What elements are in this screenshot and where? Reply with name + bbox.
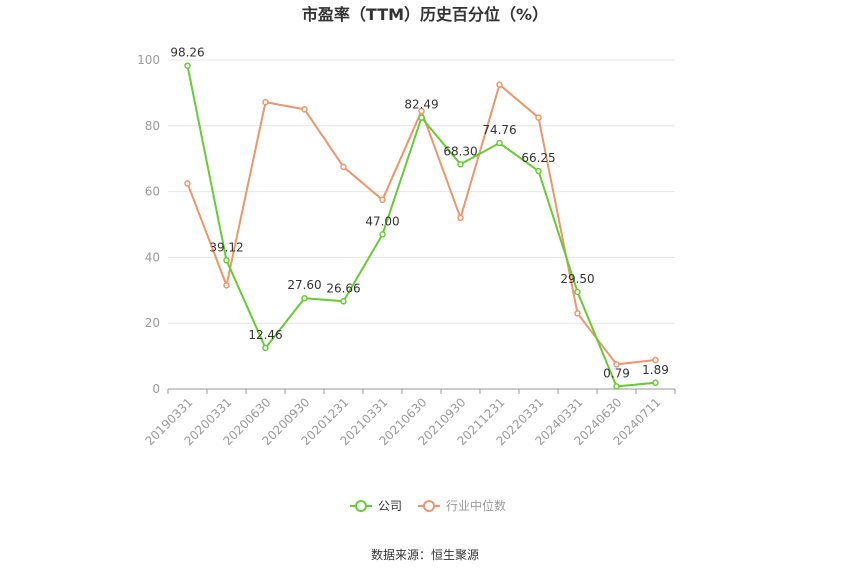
data-point bbox=[535, 167, 542, 175]
y-tick-label: 80 bbox=[145, 119, 160, 133]
data-label: 1.89 bbox=[642, 363, 669, 377]
legend-marker bbox=[355, 500, 367, 512]
source-note: 数据来源：恒生聚源 bbox=[371, 547, 479, 562]
data-point bbox=[340, 163, 347, 171]
data-label: 0.79 bbox=[603, 366, 630, 380]
y-tick-label: 60 bbox=[145, 185, 160, 199]
data-label: 68.30 bbox=[443, 144, 477, 158]
legend: 公司 行业中位数 bbox=[350, 498, 506, 513]
data-point bbox=[652, 379, 659, 387]
data-point bbox=[262, 344, 269, 352]
chart-title: 市盈率（TTM）历史百分位（%） bbox=[302, 5, 548, 24]
data-point bbox=[262, 98, 269, 106]
data-label: 29.50 bbox=[560, 272, 594, 286]
data-point bbox=[418, 114, 425, 121]
data-label: 39.12 bbox=[209, 240, 243, 254]
y-tick-label: 40 bbox=[145, 250, 160, 264]
data-point bbox=[223, 282, 230, 289]
data-point bbox=[301, 294, 308, 302]
data-point bbox=[496, 81, 503, 88]
data-point bbox=[184, 62, 191, 69]
data-point bbox=[496, 139, 503, 147]
legend-marker bbox=[423, 500, 435, 512]
data-point bbox=[613, 383, 620, 390]
y-axis: 0 20 40 60 80 100 bbox=[137, 53, 160, 396]
data-point bbox=[457, 161, 464, 168]
data-label: 27.60 bbox=[287, 278, 321, 292]
data-point bbox=[535, 114, 542, 121]
y-tick-label: 100 bbox=[137, 53, 160, 67]
y-tick-label: 0 bbox=[152, 382, 160, 396]
legend-item-industry-median: 行业中位数 bbox=[418, 498, 506, 513]
data-point bbox=[340, 298, 347, 305]
data-point bbox=[418, 107, 425, 115]
series-line-industry-median bbox=[186, 83, 656, 366]
x-axis: 2019033120200331202006302020093020201231… bbox=[142, 388, 676, 448]
legend-label: 行业中位数 bbox=[446, 498, 506, 513]
data-label: 12.46 bbox=[248, 328, 282, 342]
data-point bbox=[223, 257, 230, 264]
data-point bbox=[184, 180, 191, 187]
y-tick-label: 20 bbox=[145, 316, 160, 330]
data-point bbox=[652, 356, 659, 364]
data-point bbox=[574, 288, 581, 296]
data-point bbox=[613, 361, 620, 368]
data-label: 98.26 bbox=[170, 46, 204, 60]
data-point bbox=[301, 106, 308, 113]
legend-label: 公司 bbox=[378, 499, 402, 513]
data-label: 26.66 bbox=[326, 281, 360, 295]
data-point bbox=[379, 196, 386, 204]
data-label: 74.76 bbox=[482, 123, 516, 137]
legend-item-company: 公司 bbox=[350, 499, 402, 513]
series-layer bbox=[184, 62, 659, 390]
data-point bbox=[379, 231, 386, 238]
data-label: 47.00 bbox=[365, 214, 399, 228]
data-label: 66.25 bbox=[521, 151, 555, 165]
data-point bbox=[574, 310, 581, 317]
data-label: 82.49 bbox=[404, 98, 438, 112]
data-point bbox=[457, 214, 464, 222]
data-labels: 98.26 39.12 12.46 27.60 26.66 47.00 82.49 68.30… bbox=[170, 46, 669, 381]
